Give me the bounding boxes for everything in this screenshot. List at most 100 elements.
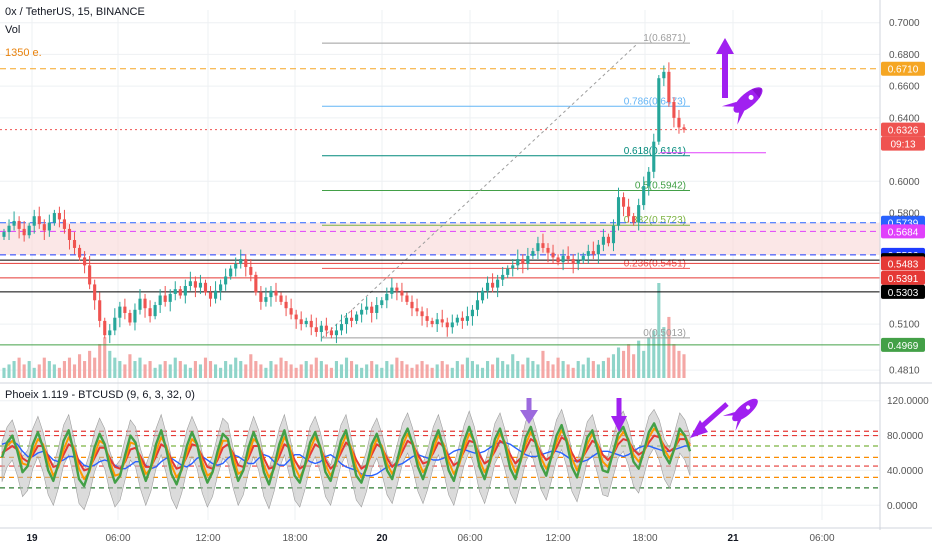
volume-bar: [586, 357, 590, 378]
price-tag: [881, 256, 925, 271]
price-tag: [881, 61, 925, 76]
candle-body: [642, 186, 646, 206]
candle-body: [113, 317, 117, 331]
volume-bar: [259, 364, 263, 378]
candle-body: [103, 320, 107, 336]
volume-bar: [491, 364, 495, 378]
rocket-icon: [721, 87, 763, 125]
indicator-title[interactable]: Phoeix 1.119 - BTCUSD (9, 6, 3, 32, 0): [5, 389, 195, 401]
fib-retracement[interactable]: 1(0.6871)0.786(0.6473)0.618(0.6161)0.5(0…: [321, 33, 690, 339]
price-tag-label: 0.6326: [888, 126, 919, 137]
volume-bar: [178, 361, 182, 378]
candle-body: [657, 78, 661, 142]
candle-body: [77, 247, 82, 258]
candle-body: [627, 206, 631, 217]
volume-bar: [52, 364, 56, 378]
drawings[interactable]: [520, 38, 770, 438]
x-tick-label: 20: [376, 533, 388, 544]
volume-bar: [551, 364, 555, 378]
volume-bar: [546, 361, 550, 378]
volume-bar: [118, 361, 122, 378]
volume-bar: [591, 361, 595, 378]
candle-body: [2, 232, 6, 237]
candle-body: [284, 301, 288, 309]
candle-body: [309, 320, 313, 328]
candle-body: [173, 289, 177, 294]
candle-body: [334, 330, 339, 336]
candle-body: [72, 240, 77, 248]
volume-bar: [667, 316, 671, 378]
fib-level-label: 0.236(0.5451): [624, 258, 686, 269]
volume-bar: [294, 367, 298, 378]
volume-bar: [284, 361, 288, 378]
candle-body: [435, 319, 439, 325]
candle-body: [344, 317, 349, 325]
candle-body: [138, 298, 142, 310]
price-lines[interactable]: 0.67100.632609:130.57390.56840.55360.550…: [0, 61, 925, 352]
volume-bar: [380, 367, 384, 378]
price-tag: [881, 224, 925, 239]
candle-body: [128, 312, 132, 323]
volume-bar: [672, 344, 676, 378]
candle-body: [193, 281, 197, 288]
volume-bar: [269, 361, 273, 378]
candle-body: [682, 127, 686, 130]
price-tick-label: 0.6400: [889, 113, 920, 124]
symbol-title[interactable]: 0x / TetherUS, 15, BINANCE: [5, 6, 145, 18]
volume-bar: [611, 354, 616, 378]
candle-body: [415, 308, 419, 312]
x-tick-label: 06:00: [809, 533, 834, 544]
indicator-tick-label: 40.0000: [887, 466, 924, 477]
candle-body: [652, 141, 656, 172]
volume-bar: [12, 361, 16, 378]
volume-bar: [470, 361, 475, 378]
candle-body: [158, 295, 162, 306]
volume-bar: [677, 350, 681, 378]
volume-bar: [22, 364, 26, 378]
x-tick-label: 18:00: [282, 533, 307, 544]
volume-bar: [566, 364, 570, 378]
volume-bar: [244, 364, 248, 378]
candle-body: [536, 243, 540, 252]
indicator-line-green: [0, 422, 692, 488]
volume-bar: [219, 367, 223, 378]
volume-bar: [430, 367, 434, 378]
resistance-zone: [0, 222, 880, 255]
candle-body: [395, 287, 399, 291]
candle-body: [440, 319, 444, 323]
candle-body: [621, 197, 626, 207]
x-tick-label: 12:00: [545, 533, 570, 544]
volume-bar: [390, 364, 394, 378]
volume-bar: [158, 364, 162, 378]
volume-bar: [93, 357, 97, 378]
volume-bar: [143, 364, 147, 378]
volume-bar: [465, 357, 469, 378]
candle-body: [360, 309, 364, 315]
candle-body: [294, 314, 298, 320]
volume-label[interactable]: Vol: [5, 24, 21, 36]
volume-bar: [163, 361, 167, 378]
price-tag-label: 0.5391: [888, 274, 919, 285]
candle-body: [259, 292, 263, 302]
candle-body: [163, 295, 167, 302]
indicator-line-blue: [1, 440, 690, 477]
fib-level-label: 0(0.5013): [643, 328, 686, 339]
candle-body: [516, 259, 520, 266]
volume-bar: [234, 357, 238, 378]
x-tick-label: 18:00: [632, 533, 657, 544]
volume-bar: [485, 361, 490, 378]
volume-bar: [113, 357, 117, 378]
candle-body: [93, 284, 97, 301]
volume-bar: [168, 364, 172, 378]
candle-body: [667, 71, 671, 102]
candle-body: [606, 236, 611, 244]
countdown-label: 09:13: [890, 140, 915, 151]
price-tag-label: 0.5684: [888, 227, 919, 238]
candle-body: [591, 251, 595, 255]
volume-bar: [98, 344, 102, 378]
volume-bar: [153, 367, 157, 378]
candle-body: [168, 293, 172, 302]
